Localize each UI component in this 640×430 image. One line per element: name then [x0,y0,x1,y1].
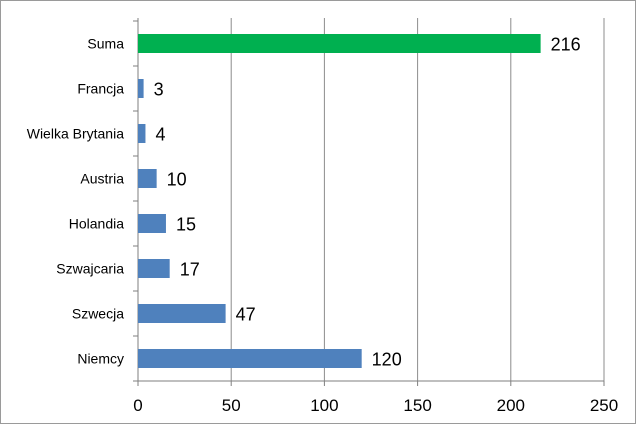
bar [138,34,541,53]
bar [138,259,170,278]
category-label: Niemcy [77,351,124,367]
data-label: 4 [155,125,165,145]
x-tick-label: 100 [310,396,338,415]
category-label: Szwajcaria [56,261,124,277]
x-tick-label: 250 [590,396,618,415]
category-label: Szwecja [72,306,124,322]
x-tick-label: 150 [403,396,431,415]
bar [138,169,157,188]
category-label: Suma [87,36,124,52]
x-tick-label: 0 [133,396,142,415]
data-label: 3 [154,80,164,100]
bar [138,214,166,233]
bar [138,124,146,143]
data-label: 120 [372,350,402,370]
x-tick-label: 50 [222,396,241,415]
category-label: Francja [77,81,124,97]
data-label: 10 [167,170,187,190]
bar [138,304,226,323]
bar [138,79,144,98]
bar [138,349,362,368]
chart-frame: 0 50 100 150 200 250 Suma 216 Francja 3 Wielka Bry… [0,0,636,424]
bar-chart: 0 50 100 150 200 250 Suma 216 Francja 3 Wielka Bry… [27,18,618,415]
category-label: Wielka Brytania [27,126,124,142]
data-label: 216 [551,35,581,55]
data-label: 15 [176,215,196,235]
category-label: Holandia [69,216,124,232]
x-tick-label: 200 [497,396,525,415]
category-label: Austria [80,171,124,187]
data-label: 17 [180,260,200,280]
data-label: 47 [236,305,256,325]
